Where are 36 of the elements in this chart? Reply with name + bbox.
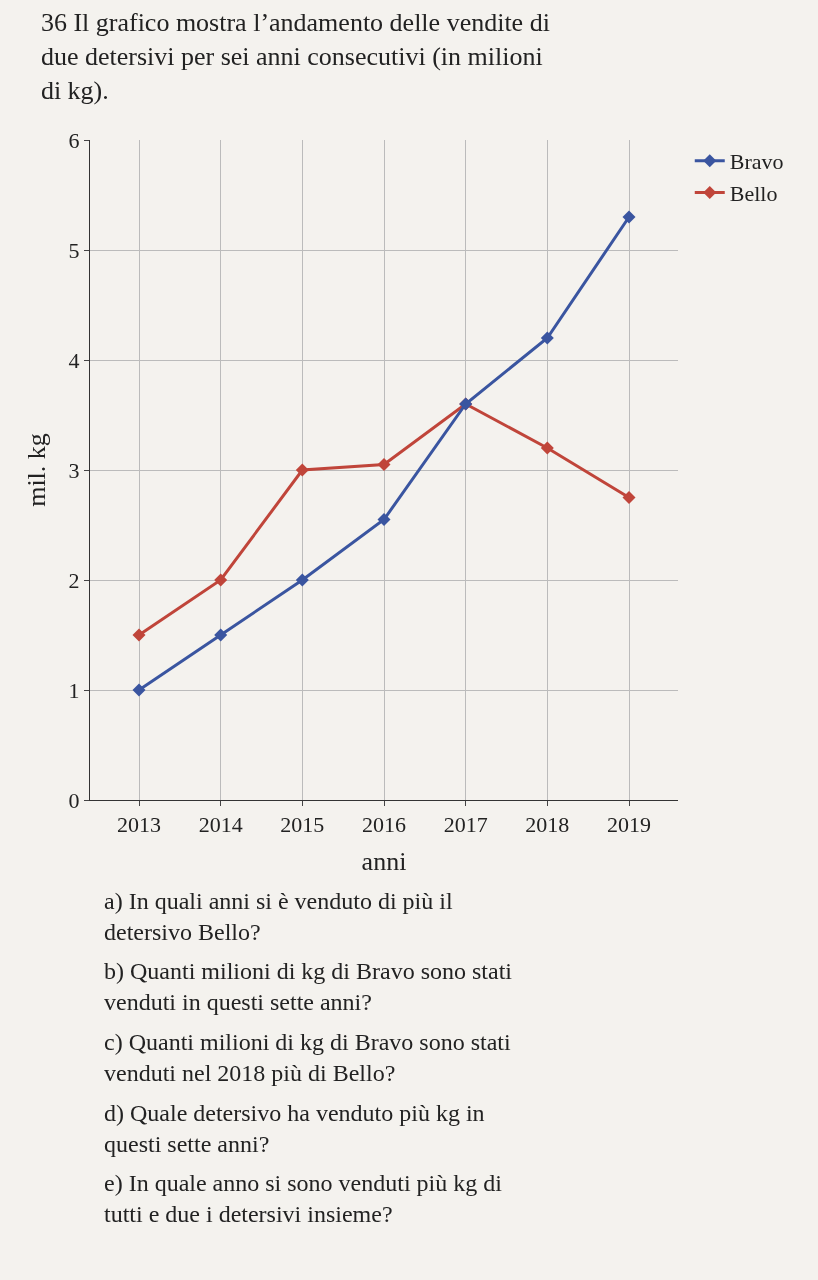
y-tick-label: 3: [68, 457, 80, 483]
point: [295, 463, 309, 477]
point: [540, 331, 554, 345]
x-tick-label: 2015: [280, 812, 325, 838]
x-tick-label: 2016: [362, 812, 406, 838]
y-tick-label: 4: [68, 347, 80, 373]
chart-title: 36 Il grafico mostra l’andamento delle vendite di due detersivi per sei anni consecutivi (in milioni di kg).: [40, 8, 550, 105]
legend-label: Bello: [729, 180, 778, 206]
text: b) Quanti milioni di kg di Bravo sono stati venduti in questi sette anni?: [104, 958, 513, 1016]
y-tick-label: 5: [68, 237, 80, 263]
text: e) In quale anno si sono venduti più kg di tutti e due i detersivi insieme?: [104, 1170, 503, 1228]
point: [214, 573, 228, 587]
text: d) Quale detersivo ha venduto più kg in questi sette anni?: [104, 1100, 485, 1158]
point: [377, 513, 391, 526]
y-tick-label: 2: [68, 567, 80, 593]
y-tick-label: 0: [68, 787, 80, 813]
x-tick-label: 2013: [117, 812, 161, 838]
point: [132, 683, 146, 697]
legend-label: Bravo: [729, 149, 784, 175]
point: [622, 491, 636, 504]
point: [377, 458, 391, 471]
text: a) In quali anni si è venduto di più il detersivo Bello?: [104, 888, 453, 946]
x-tick-label: 2017: [443, 812, 488, 838]
y-tick-label: 1: [68, 677, 80, 703]
text: c) Quanti milioni di kg di Bravo sono stati venduti nel 2018 più di Bello?: [104, 1029, 511, 1087]
point: [132, 628, 146, 642]
x-tick-label: 2014: [198, 812, 243, 838]
x-tick-label: 2018: [525, 812, 570, 838]
point: [622, 210, 636, 224]
point: [295, 573, 309, 587]
y-tick-label: 6: [68, 127, 80, 153]
x-tick-label: 2019: [607, 812, 651, 838]
x-axis-title: anni: [361, 847, 407, 877]
y-axis-title: mil. kg: [22, 433, 51, 507]
point: [540, 441, 554, 455]
point: [214, 628, 228, 642]
